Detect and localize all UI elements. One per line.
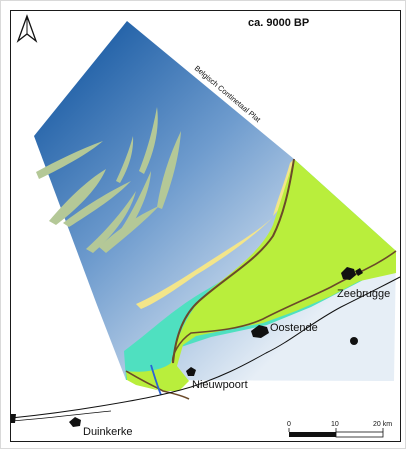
label-oostende: Oostende — [270, 322, 318, 334]
sandbank — [86, 191, 136, 253]
map-canvas: ca. 9000 BP Belgisch Continetaal Plat Ze… — [11, 14, 400, 438]
beach-strip — [273, 159, 294, 216]
map-title: ca. 9000 BP — [248, 17, 309, 29]
sandbank — [49, 169, 106, 225]
present-coastline — [11, 276, 400, 419]
scale-bar: 0 10 20 km — [287, 421, 392, 438]
paleogeographic-map: ca. 9000 BP Belgisch Continetaal Plat Ze… — [10, 10, 401, 442]
scale-tick-20: 20 km — [373, 421, 392, 428]
scale-tick-10: 10 — [331, 421, 339, 428]
land-area-east — [200, 161, 396, 333]
sandbank — [63, 181, 131, 227]
west-edge-mark — [11, 414, 16, 423]
paleo-coastline — [172, 158, 295, 364]
label-zeebrugge: Zeebrugge — [337, 288, 390, 300]
city-nieuwpoort — [186, 367, 196, 376]
sandbank — [36, 141, 103, 179]
label-duinkerke: Duinkerke — [83, 426, 133, 438]
city-zeebrugge — [341, 267, 363, 280]
north-arrow-icon — [16, 14, 38, 43]
southern-boundary — [125, 370, 190, 400]
sandbanks — [36, 107, 181, 253]
city-oostende — [251, 325, 358, 345]
label-nieuwpoort: Nieuwpoort — [192, 379, 248, 391]
city-duinkerke — [69, 417, 81, 427]
beach-strip — [136, 217, 273, 309]
sandbank — [116, 136, 134, 183]
sandbank — [121, 171, 151, 233]
sandbank — [157, 131, 181, 209]
scale-tick-0: 0 — [287, 421, 291, 428]
present-coastline-west — [11, 410, 112, 422]
river — [150, 364, 162, 396]
sandbank — [139, 107, 158, 174]
